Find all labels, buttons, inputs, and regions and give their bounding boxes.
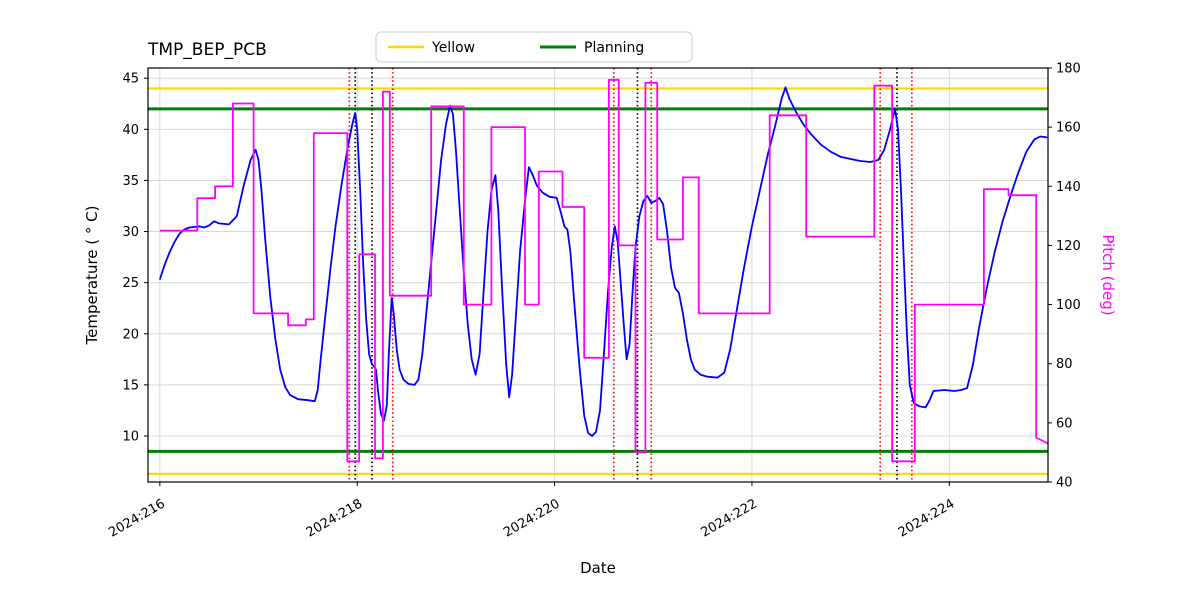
y-axis-label-left: Temperature ( ° C) (83, 206, 101, 346)
y-left-tick-label: 45 (122, 72, 139, 87)
chart-legend: Yellow Planning (375, 31, 693, 63)
x-axis-label: Date (580, 559, 616, 577)
y-right-tick-label: 60 (1056, 416, 1073, 431)
y-right-tick-label: 100 (1056, 298, 1081, 313)
temperature-series-line (158, 86, 1048, 437)
plot-area: 2024:216 2024:218 2024:220 2024:222 2024:224… (106, 62, 1080, 541)
x-tick-label: 2024:220 (501, 496, 562, 540)
y-right-tick-label: 80 (1056, 357, 1073, 372)
x-tick-label: 2024:224 (896, 496, 957, 540)
y-left-tick-label: 25 (122, 276, 139, 291)
chart-title: TMP_BEP_PCB (147, 40, 267, 60)
pitch-series-line (159, 78, 1048, 463)
y-left-tick-label: 30 (122, 225, 139, 240)
y-axis-label-right: Pitch (deg) (1099, 234, 1117, 315)
legend-box (375, 31, 693, 63)
y-right-tick-label: 160 (1056, 121, 1081, 136)
y-left-tick-label: 35 (122, 174, 139, 189)
y-right-tick-label: 40 (1056, 476, 1073, 491)
y-right-tick-label: 120 (1056, 239, 1081, 254)
legend-label-yellow: Yellow (431, 40, 475, 56)
y-left-tick-label: 20 (122, 327, 139, 342)
legend-label-planning: Planning (584, 40, 644, 56)
y-left-tick-label: 15 (122, 378, 139, 393)
x-tick-label: 2024:216 (106, 496, 167, 540)
y-right-tick-label: 180 (1056, 62, 1081, 77)
x-tick-label: 2024:218 (304, 496, 365, 540)
x-tick-label: 2024:222 (699, 496, 760, 540)
y-left-tick-label: 10 (122, 430, 139, 445)
y-right-tick-label: 140 (1056, 180, 1081, 195)
y-left-tick-label: 40 (122, 123, 139, 138)
plot-border (147, 67, 1049, 483)
